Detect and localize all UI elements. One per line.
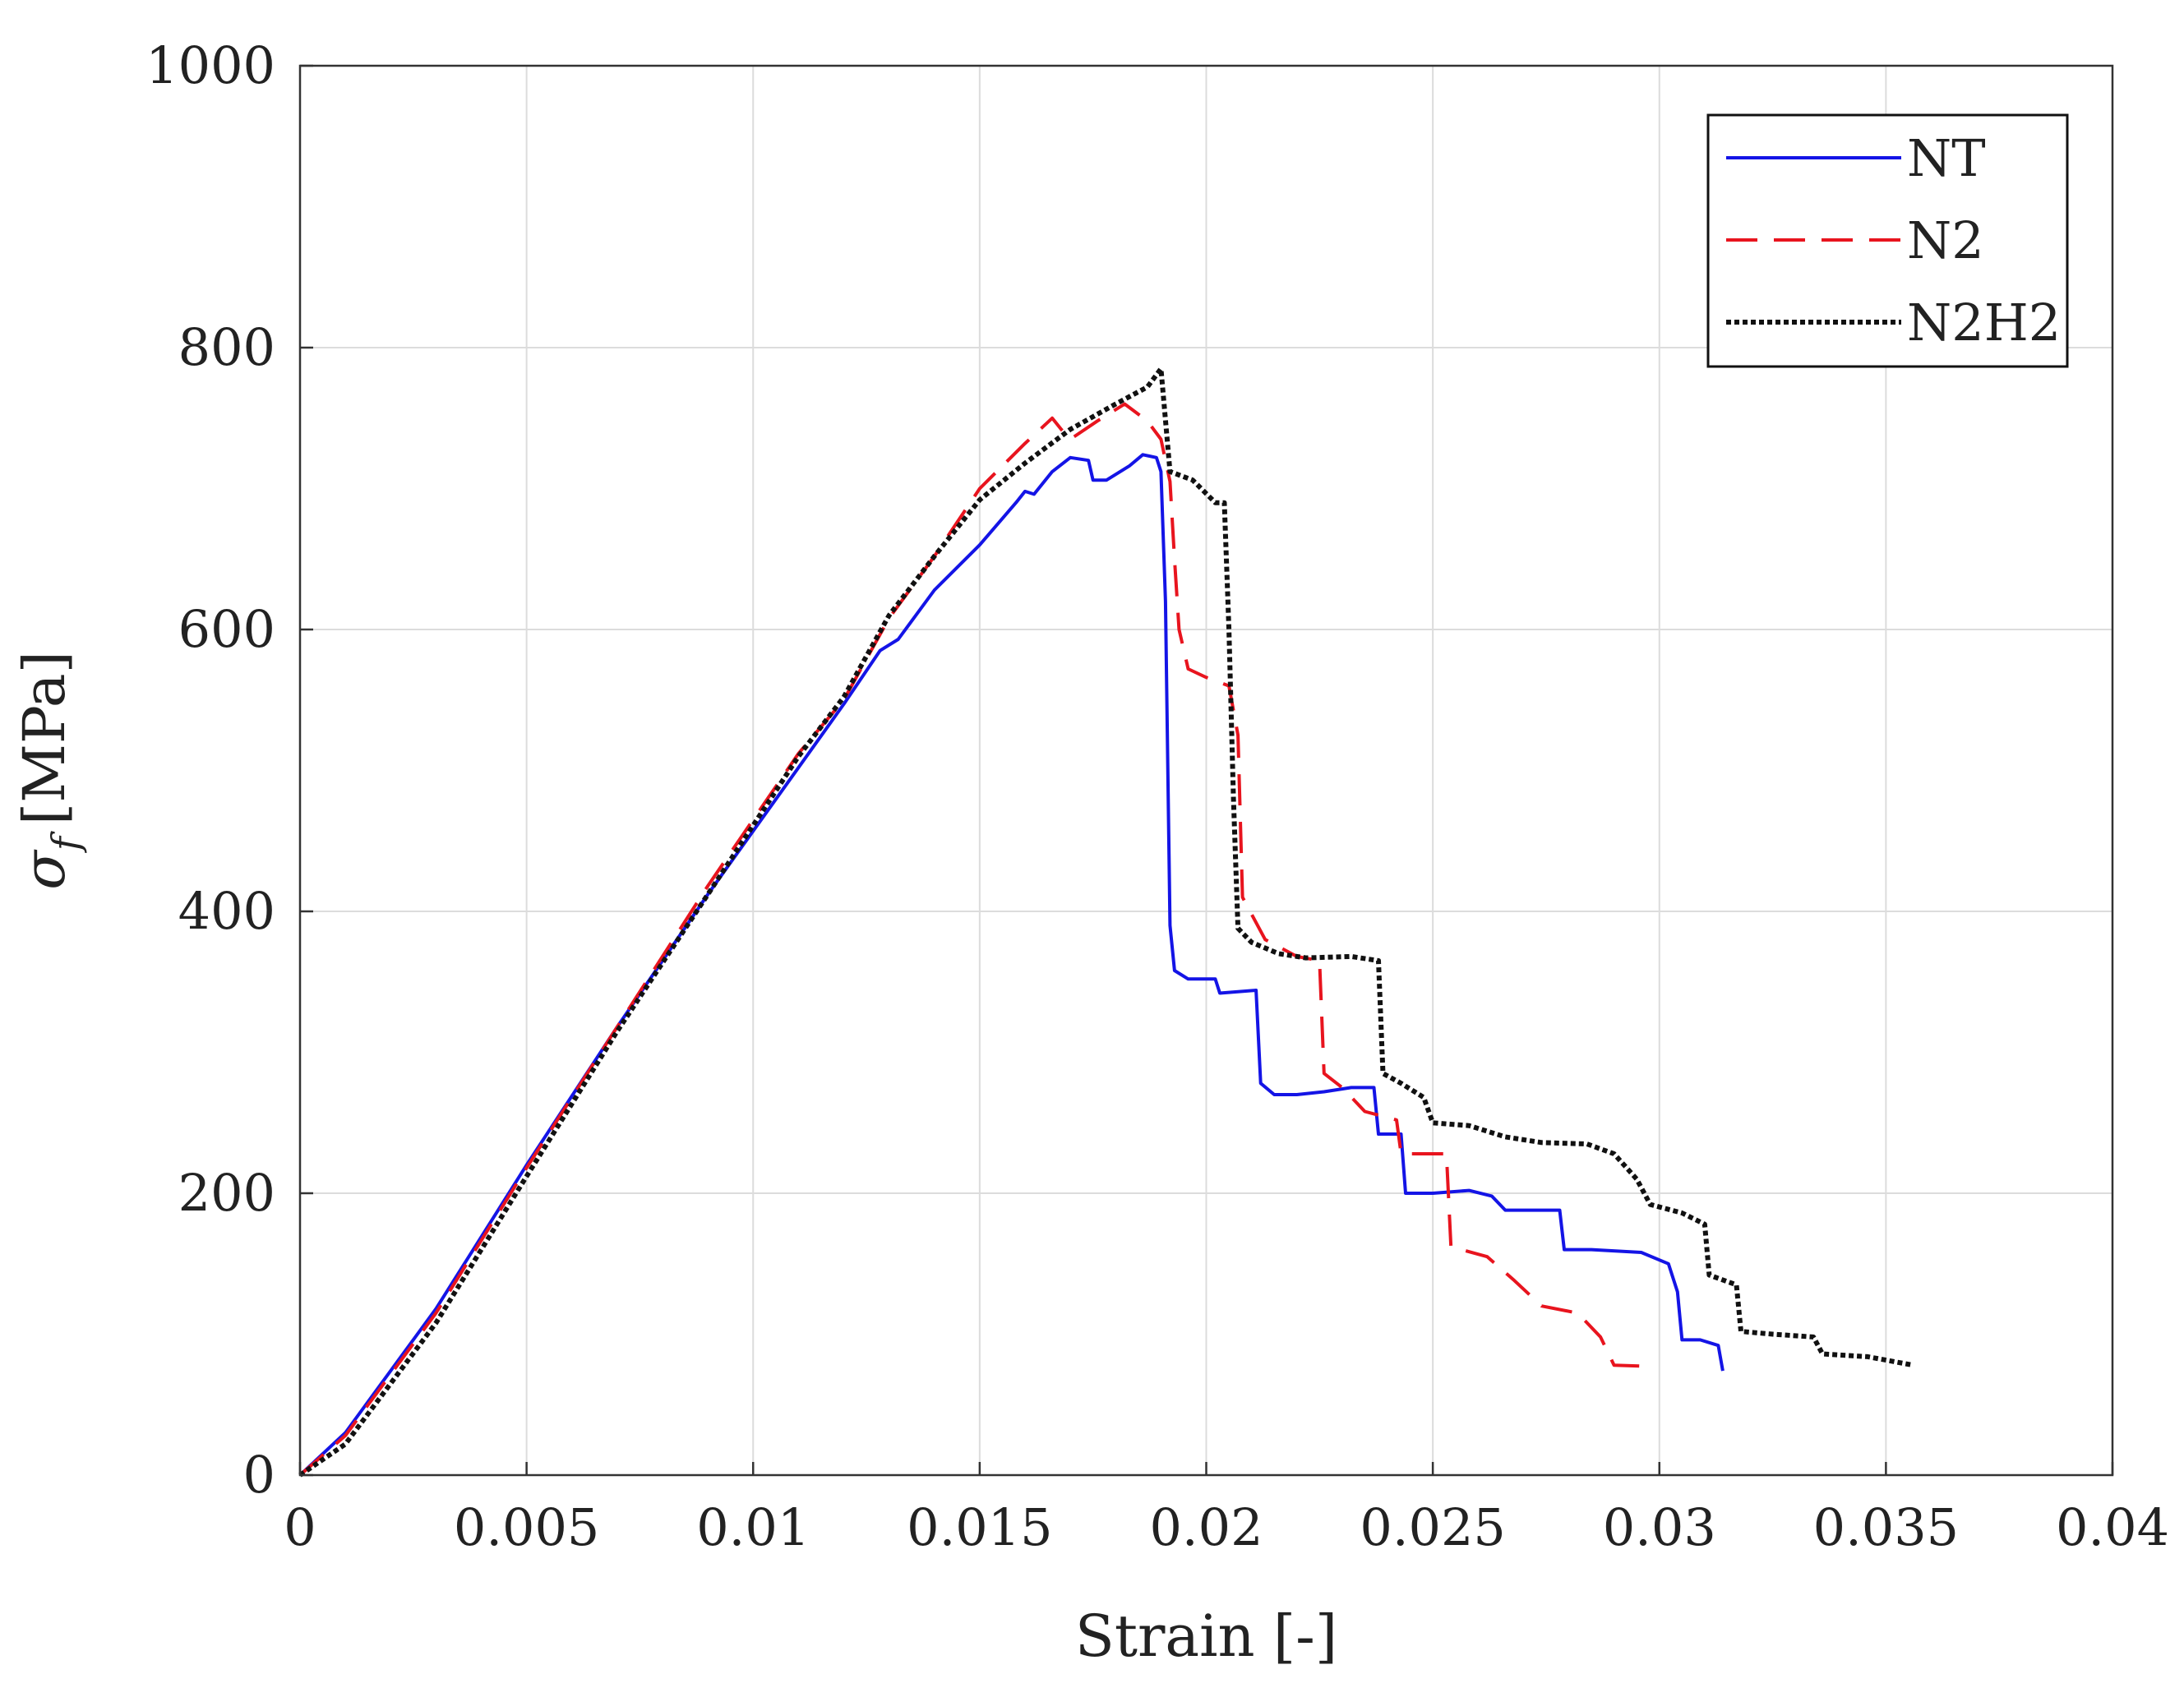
y-axis-title: σf [MPa] xyxy=(11,651,88,890)
x-tick-label: 0.025 xyxy=(1360,1497,1506,1557)
axis-ticks: 0 0.005 0.01 0.015 0.02 0.025 0.03 0.035 0.04 0 20… xyxy=(145,35,2169,1557)
legend: NT N2 N2H2 xyxy=(1706,113,2069,368)
y-tick-label: 200 xyxy=(178,1163,275,1223)
y-tick-label: 400 xyxy=(178,881,275,941)
x-axis-title: Strain [-] xyxy=(1075,1602,1337,1670)
series-lines xyxy=(298,366,1914,1478)
y-tick-label: 800 xyxy=(178,317,275,377)
x-tick-label: 0.01 xyxy=(696,1497,810,1557)
y-tick-label: 1000 xyxy=(145,35,275,95)
legend-label-n2: N2 xyxy=(1907,210,1984,270)
series-line-n2 xyxy=(298,402,1655,1477)
x-tick-label: 0.035 xyxy=(1813,1497,1960,1557)
y-tick-label: 600 xyxy=(178,599,275,659)
x-tick-label: 0.04 xyxy=(2056,1497,2169,1557)
y-axis-unit: [MPa] xyxy=(11,651,78,825)
legend-label-nt: NT xyxy=(1907,128,1986,188)
x-tick-label: 0.015 xyxy=(907,1497,1053,1557)
series-line-nt xyxy=(298,453,1725,1477)
x-tick-label: 0.03 xyxy=(1603,1497,1716,1557)
y-axis-subscript: f xyxy=(44,831,88,853)
x-tick-label: 0.02 xyxy=(1149,1497,1263,1557)
y-axis-symbol: σ xyxy=(11,849,78,890)
legend-label-n2h2: N2H2 xyxy=(1907,293,2061,353)
x-tick-label: 0 xyxy=(284,1497,316,1557)
series-line-n2h2 xyxy=(298,366,1914,1478)
x-tick-label: 0.005 xyxy=(454,1497,600,1557)
y-tick-label: 0 xyxy=(243,1445,275,1505)
